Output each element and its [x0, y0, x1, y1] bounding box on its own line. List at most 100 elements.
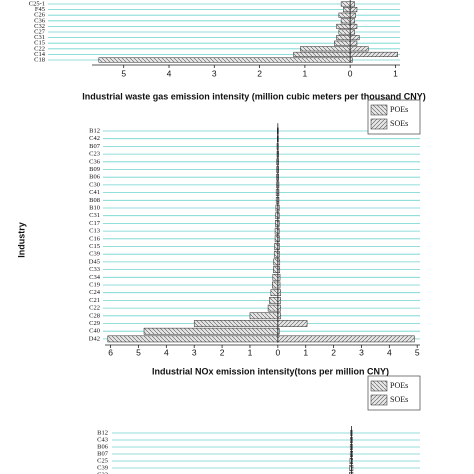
legend-swatch — [370, 380, 388, 392]
category-label: C15 — [34, 40, 45, 47]
category-label: C14 — [34, 51, 46, 58]
bar — [334, 40, 351, 46]
category-label: C31 — [89, 212, 100, 219]
category-label: C17 — [89, 220, 101, 227]
bar — [277, 289, 281, 297]
bar — [349, 12, 356, 18]
bar — [267, 304, 279, 312]
x-tick-label: 1 — [303, 68, 308, 78]
bar — [249, 312, 279, 320]
bar — [336, 35, 351, 41]
category-label: C36 — [34, 17, 46, 24]
category-label: D42 — [89, 335, 100, 342]
category-label: C39 — [97, 464, 108, 471]
x-tick-label: 5 — [415, 347, 420, 357]
bar — [193, 320, 279, 327]
x-tick-label: 5 — [136, 347, 141, 357]
category-label: C30 — [89, 181, 100, 188]
x-tick-label: 3 — [192, 347, 197, 357]
x-tick-label: 1 — [248, 347, 253, 357]
category-label: C13 — [89, 228, 100, 235]
category-label: C29 — [89, 320, 100, 327]
category-label: C19 — [89, 281, 100, 288]
category-label: C18 — [34, 56, 45, 63]
x-tick-label: 3 — [212, 68, 217, 78]
bar — [338, 29, 351, 35]
legend-swatch — [370, 104, 388, 116]
bar — [343, 7, 351, 13]
category-label: C22 — [34, 45, 45, 52]
legend-label: SOEs — [390, 395, 408, 404]
bar — [273, 250, 279, 258]
bar — [349, 471, 352, 474]
category-label: C27 — [34, 28, 46, 35]
bar — [272, 281, 279, 289]
category-label: C32 — [34, 23, 45, 30]
x-tick-label: 4 — [387, 347, 392, 357]
bar — [273, 266, 279, 273]
legend-label: POEs — [390, 381, 408, 390]
x-tick-label: 2 — [257, 68, 262, 78]
category-label: C16 — [89, 235, 101, 242]
bar — [338, 12, 351, 18]
category-label: C41 — [89, 189, 100, 196]
bar — [98, 57, 351, 63]
bar — [277, 335, 415, 343]
bar — [270, 289, 279, 297]
bar — [349, 40, 358, 46]
category-label: B08 — [89, 197, 100, 204]
x-tick-label: 4 — [164, 347, 169, 357]
category-label: B06 — [97, 443, 109, 450]
x-tick-label: 2 — [331, 347, 336, 357]
legend-label: POEs — [390, 105, 408, 114]
category-label: C24 — [89, 289, 101, 296]
bar — [349, 51, 398, 57]
bar — [349, 1, 355, 7]
category-label: B09 — [89, 166, 100, 173]
bar — [274, 227, 279, 235]
x-tick-label: 2 — [220, 347, 225, 357]
bar — [277, 320, 308, 327]
bar — [300, 46, 351, 52]
category-label: C39 — [89, 251, 100, 258]
x-tick-label: 0 — [348, 68, 353, 78]
category-label: B06 — [89, 174, 101, 181]
category-label: F45 — [35, 6, 45, 13]
bar — [277, 304, 281, 312]
category-label: C34 — [89, 274, 101, 281]
bar — [293, 51, 351, 57]
category-label: C15 — [89, 243, 100, 250]
bar — [336, 23, 351, 29]
bar — [277, 312, 281, 320]
x-tick-label: 6 — [108, 347, 113, 357]
bar — [274, 235, 279, 243]
bar — [272, 273, 279, 281]
bar — [274, 243, 279, 250]
bar — [269, 297, 279, 304]
legend-label: SOEs — [390, 119, 408, 128]
category-label: B10 — [89, 204, 100, 211]
bar — [277, 297, 281, 304]
bar — [107, 335, 279, 343]
x-axis-label: Industrial waste gas emission intensity … — [82, 91, 426, 101]
bar — [349, 46, 369, 52]
bar — [143, 327, 279, 335]
category-label: B12 — [89, 127, 100, 134]
category-label: C40 — [89, 328, 100, 335]
x-tick-label: 1 — [393, 68, 398, 78]
bar — [349, 7, 358, 13]
category-label: C26 — [34, 12, 46, 19]
x-tick-label: 1 — [303, 347, 308, 357]
category-label: C25 — [97, 457, 108, 464]
category-label: C36 — [89, 158, 101, 165]
category-label: C23 — [89, 151, 100, 158]
bar — [351, 471, 354, 474]
x-axis-label: Industrial NOx emission intensity(tons p… — [152, 366, 389, 376]
category-label: C43 — [97, 436, 108, 443]
category-label: C21 — [89, 297, 100, 304]
bar — [349, 18, 355, 24]
category-label: C32 — [97, 471, 108, 474]
legend-swatch — [370, 118, 388, 130]
x-tick-label: 3 — [359, 347, 364, 357]
